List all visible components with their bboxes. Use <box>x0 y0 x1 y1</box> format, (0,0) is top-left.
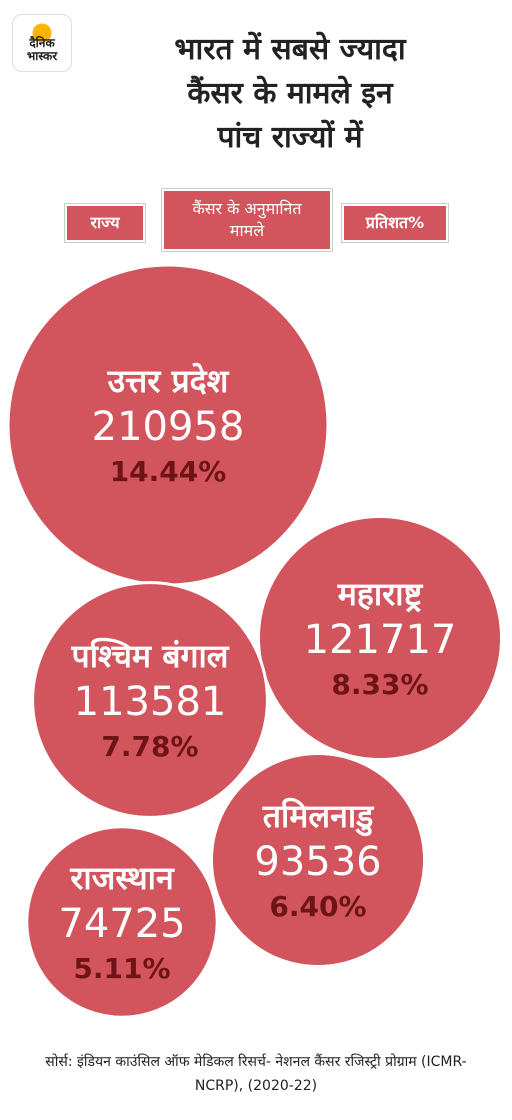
title-line: पांच राज्यों में <box>217 120 363 155</box>
percent-label: 8.33% <box>331 668 428 701</box>
legend-category: राज्य <box>67 206 143 240</box>
percent-label: 14.44% <box>110 455 227 488</box>
source-note: सोर्स: इंडियन काउंसिल ऑफ मेडिकल रिसर्च- … <box>45 1054 467 1094</box>
category-label: महाराष्ट्र <box>337 575 424 613</box>
value-label: 210958 <box>92 404 245 450</box>
chart-title: भारत में सबसे ज्यादा कैंसर के मामले इन प… <box>100 28 480 160</box>
category-label: पश्चिम बंगाल <box>71 637 230 675</box>
title-line: कैंसर के मामले इन <box>187 76 393 111</box>
bubble <box>256 514 504 762</box>
value-label: 93536 <box>254 839 381 885</box>
bubble <box>209 751 427 969</box>
value-label: 113581 <box>74 679 227 725</box>
category-label: तमिलनाडु <box>262 797 374 837</box>
value-label: 121717 <box>304 617 457 663</box>
logo: दैनिक भास्कर <box>12 14 72 72</box>
legend-entry: प्रतिशत% <box>344 206 446 240</box>
category-label: राजस्थान <box>69 859 175 897</box>
percent-label: 6.40% <box>269 890 366 923</box>
bubble <box>25 825 219 1019</box>
legend-entry: कैंसर के अनुमानित मामले <box>164 191 330 249</box>
category-label: उत्तर प्रदेश <box>107 362 230 400</box>
bubble <box>31 581 269 819</box>
percent-label: 5.11% <box>73 952 170 985</box>
percent-label: 7.78% <box>101 730 198 763</box>
title-line: भारत में सबसे ज्यादा <box>174 32 406 67</box>
value-label: 74725 <box>58 901 185 947</box>
